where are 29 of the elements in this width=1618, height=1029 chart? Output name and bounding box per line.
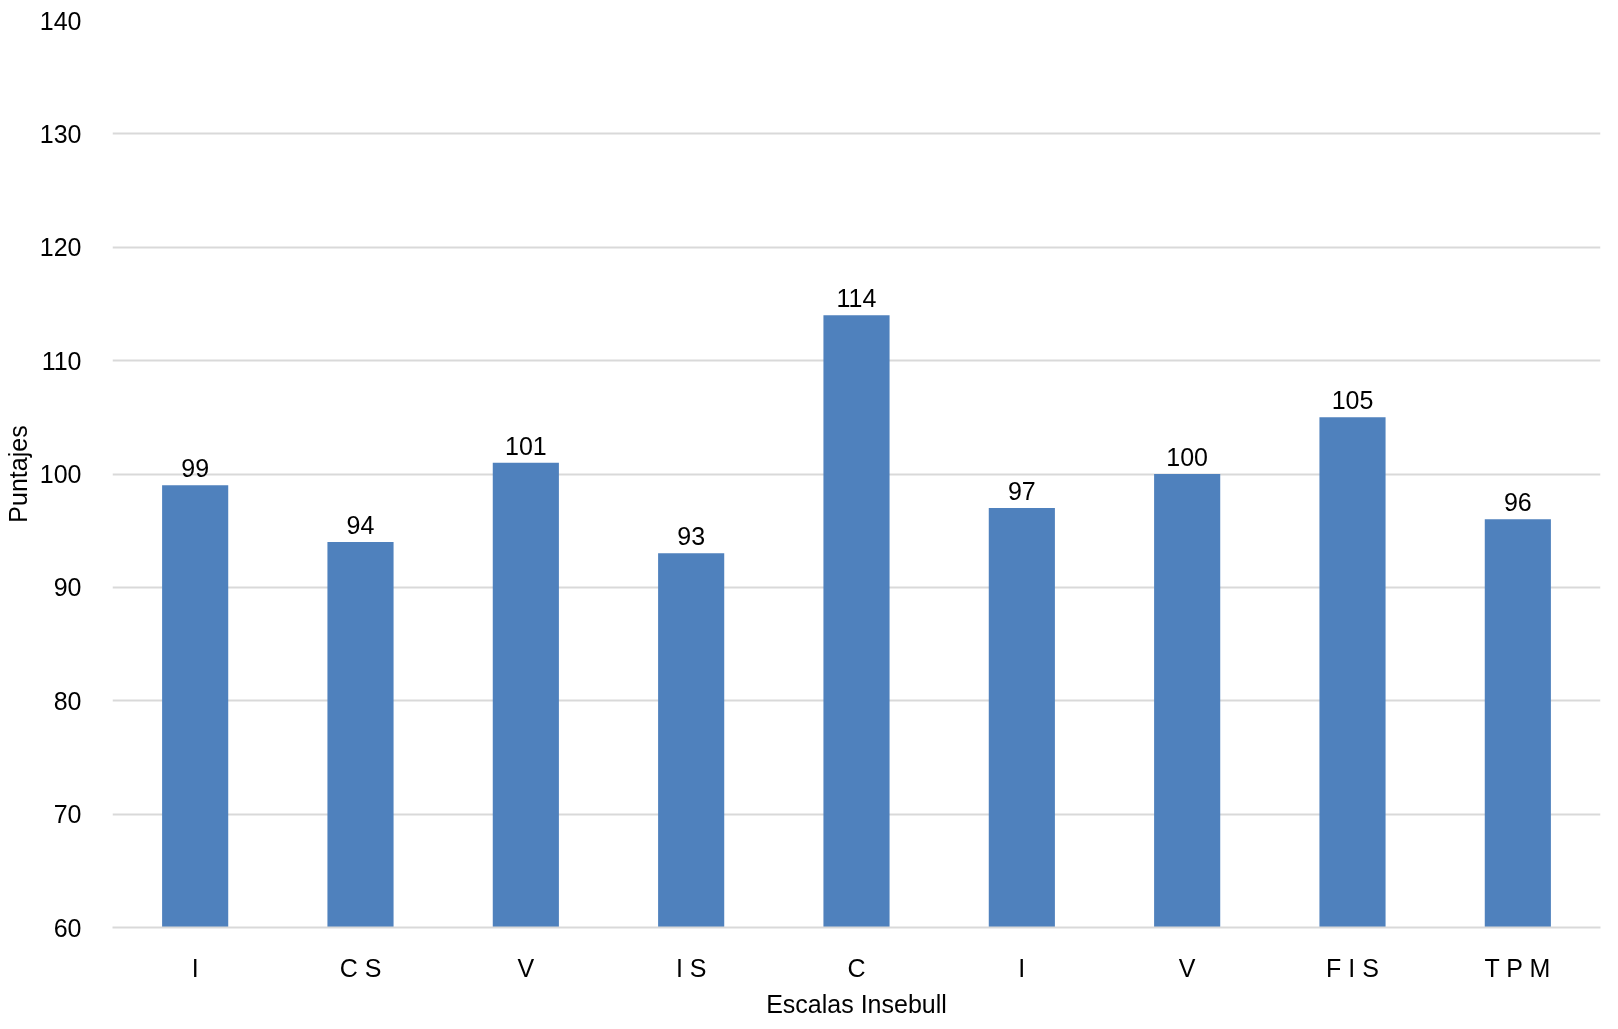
x-tick-label: I [191,953,199,982]
data-label: 100 [1166,443,1209,471]
y-tick-label: 60 [53,913,82,942]
data-label: 101 [504,431,547,460]
y-tick-label: 140 [39,6,82,35]
y-tick-label: 70 [53,800,82,829]
y-tick-label: 100 [39,460,82,488]
x-tick-label: V [517,953,535,982]
x-tick-label: F I S [1326,953,1379,982]
x-tick-label: I [1018,953,1026,982]
x-tick-label: T P M [1484,953,1551,982]
x-tick-label: C [847,953,866,982]
y-tick-label: 110 [41,346,82,375]
x-tick-label: I S [675,953,707,982]
x-tick-label: C S [339,953,382,982]
x-axis-title: Escalas Insebull [766,989,947,1018]
data-label: 114 [836,284,877,313]
y-tick-label: 130 [39,119,82,148]
x-tick-label: V [1178,953,1196,982]
data-label: 94 [346,511,375,540]
y-tick-label: 80 [53,686,82,715]
y-tick-label: 90 [53,573,82,602]
data-label: 93 [677,522,706,551]
data-label: 105 [1331,386,1374,415]
data-label: 99 [181,454,210,483]
y-tick-label: 120 [39,233,82,262]
y-axis-title: Puntajes [3,425,32,523]
data-label: 97 [1007,477,1036,506]
data-label: 96 [1503,488,1532,517]
